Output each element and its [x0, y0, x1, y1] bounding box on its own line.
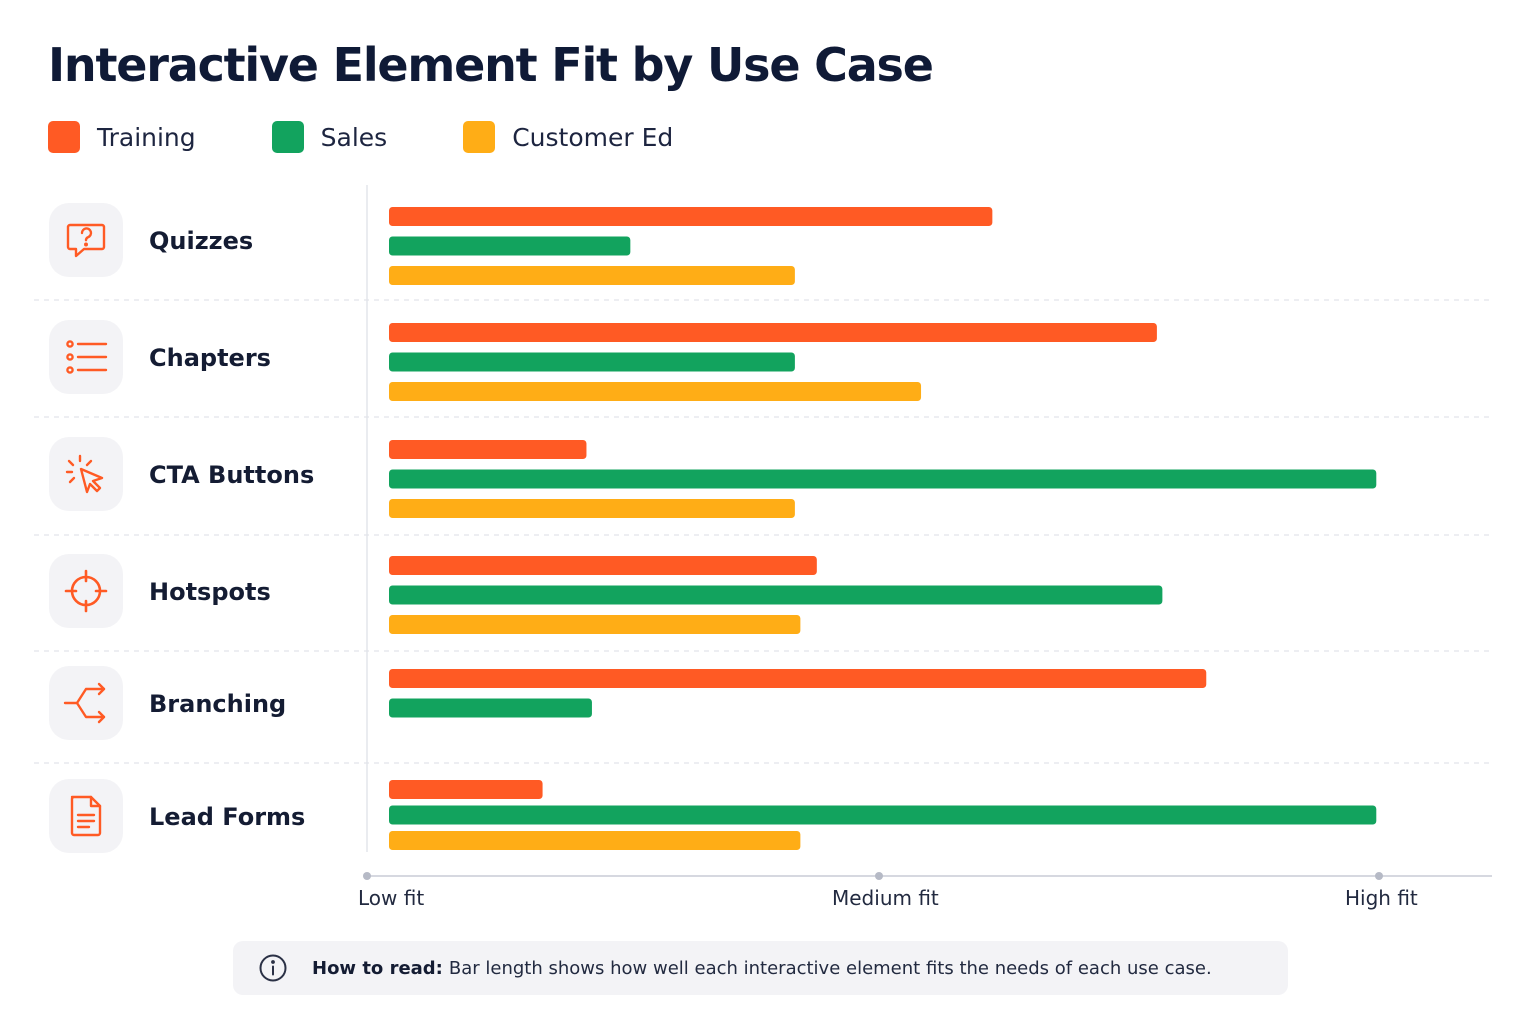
legend-swatch-customer-ed — [463, 121, 496, 153]
tick-label-high: High fit — [1345, 886, 1418, 910]
row-label-cta-buttons: CTA Buttons — [149, 461, 315, 489]
row-label-chapters: Chapters — [149, 344, 271, 372]
chapters-icon-tile — [49, 320, 123, 394]
row-label-hotspots: Hotspots — [149, 578, 271, 606]
info-icon — [259, 954, 287, 982]
bar-cta-buttons-sales — [389, 469, 1377, 489]
legend-swatch-sales — [271, 121, 304, 153]
note-label: How to read: — [312, 957, 443, 979]
list-icon — [66, 340, 108, 374]
legend-label-sales: Sales — [320, 122, 388, 152]
branch-icon — [63, 682, 106, 724]
bar-chapters-customer-ed — [389, 382, 922, 401]
bar-chapters-training — [389, 323, 1157, 342]
row-label-quizzes: Quizzes — [149, 227, 254, 255]
legend-label-customer-ed: Customer Ed — [512, 122, 674, 152]
bar-branching-training — [389, 669, 1207, 688]
hotspots-icon-tile — [49, 554, 123, 628]
tick-label-medium: Medium fit — [832, 886, 939, 910]
note-body: Bar length shows how well each interacti… — [448, 957, 1212, 979]
crosshair-icon — [64, 569, 108, 613]
chart-title: Interactive Element Fit by Use Case — [48, 38, 934, 92]
note-text: How to read: Bar length shows how well ea… — [312, 958, 1212, 979]
cta-buttons-icon-tile — [49, 437, 123, 511]
axis-tick-2 — [1375, 872, 1383, 880]
bar-quizzes-training — [389, 207, 993, 226]
how-to-read-note: How to read: Bar length shows how well ea… — [233, 941, 1288, 995]
tick-label-low: Low fit — [358, 886, 425, 910]
quizzes-icon-tile — [49, 203, 123, 277]
branching-icon-tile — [49, 666, 123, 740]
bar-hotspots-sales — [389, 585, 1163, 605]
document-form-icon — [70, 795, 102, 837]
bar-cta-buttons-training — [389, 440, 587, 459]
legend-swatch-training — [48, 121, 80, 153]
legend-label-training: Training — [97, 122, 196, 152]
lead-forms-icon-tile — [49, 779, 123, 853]
bar-quizzes-customer-ed — [389, 266, 795, 285]
legend-item-training: Training — [48, 121, 196, 153]
question-bubble-icon — [66, 223, 106, 258]
bar-hotspots-training — [389, 556, 817, 575]
bar-cta-buttons-customer-ed — [389, 499, 795, 518]
row-label-lead-forms: Lead Forms — [149, 803, 306, 831]
bar-hotspots-customer-ed — [389, 615, 801, 634]
bar-branching-sales — [389, 698, 592, 718]
bar-chapters-sales — [389, 352, 795, 372]
bar-quizzes-sales — [389, 236, 631, 256]
bar-lead-forms-sales — [389, 805, 1377, 825]
cursor-click-icon — [65, 454, 104, 494]
axis-tick-0 — [363, 872, 371, 880]
legend: Training Sales Customer Ed — [48, 120, 749, 154]
row-label-branching: Branching — [149, 690, 287, 718]
bar-lead-forms-customer-ed — [389, 831, 801, 850]
legend-item-sales: Sales — [271, 121, 388, 153]
axis-tick-1 — [875, 872, 883, 880]
legend-item-customer-ed: Customer Ed — [463, 121, 673, 153]
bar-lead-forms-training — [389, 780, 543, 799]
